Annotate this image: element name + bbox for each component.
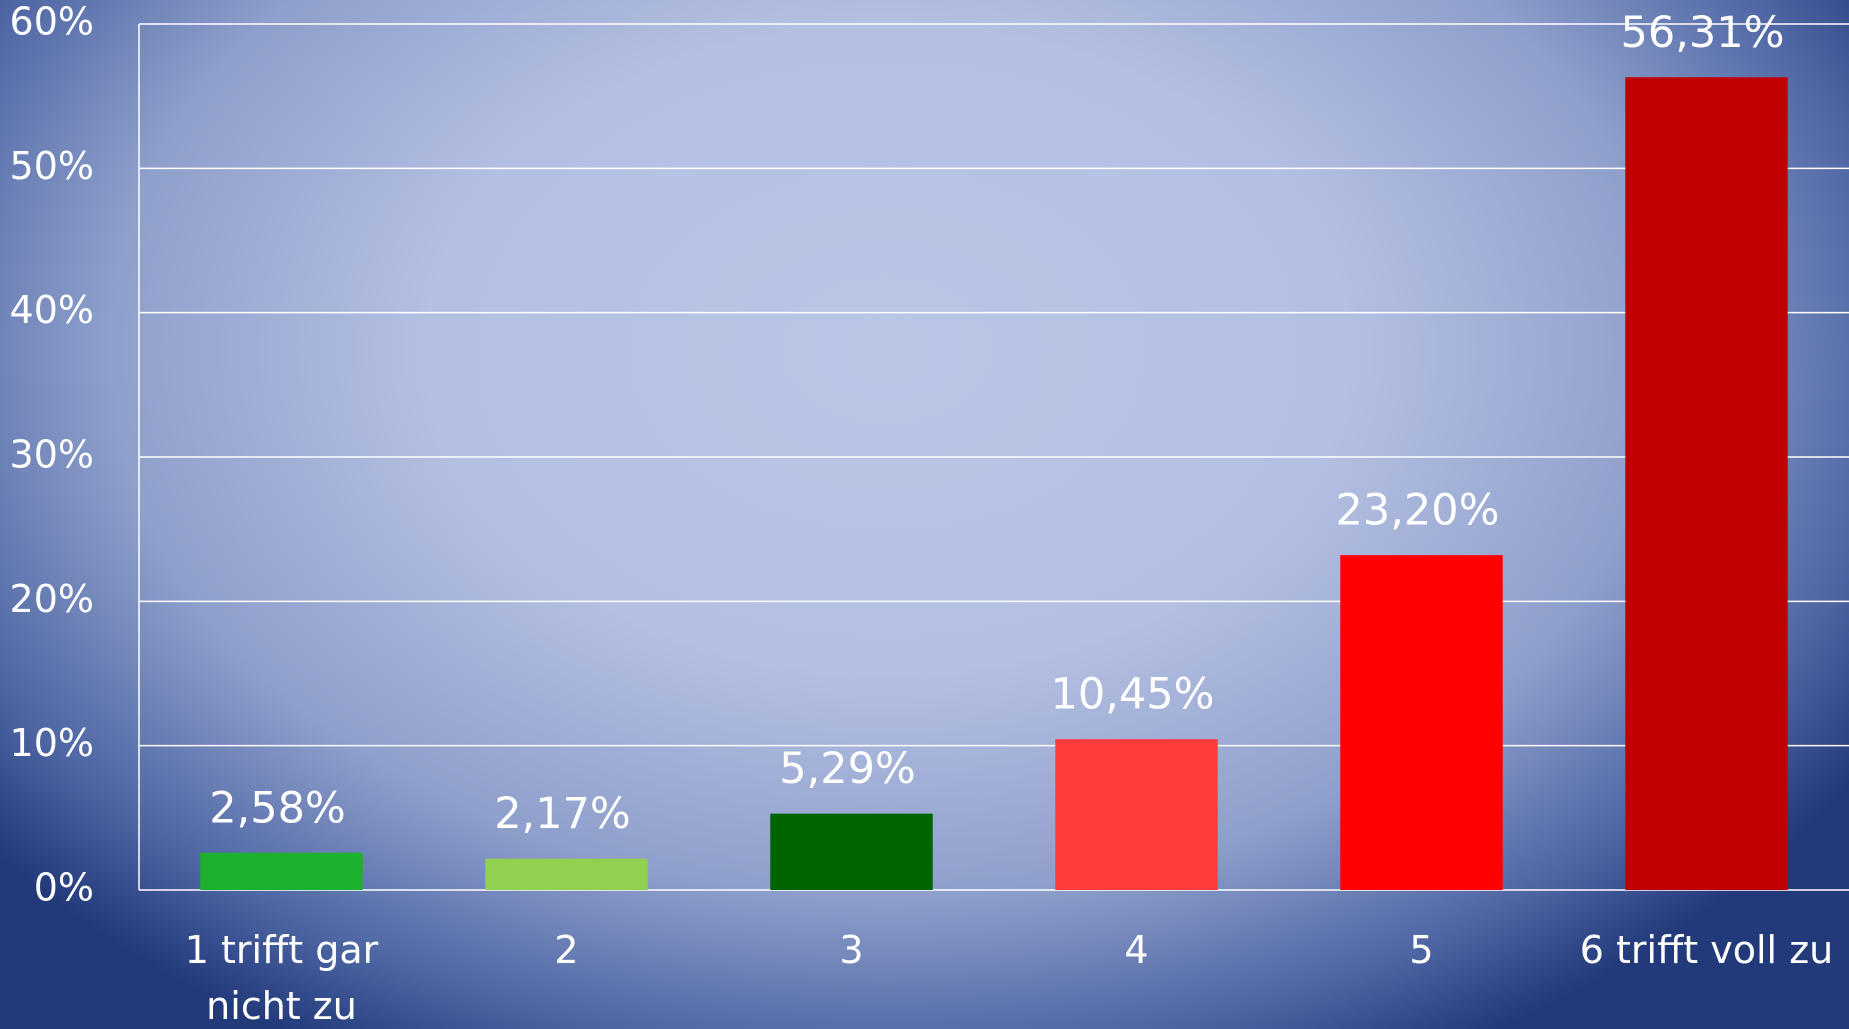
- x-tick-label: 4: [1124, 928, 1149, 972]
- data-label: 2,58%: [209, 783, 346, 833]
- y-tick-label: 20%: [10, 577, 94, 621]
- data-label: 23,20%: [1336, 486, 1500, 536]
- data-label: 5,29%: [779, 744, 916, 794]
- bar: [770, 813, 933, 890]
- x-tick-label: 5: [1409, 928, 1434, 972]
- bar: [1340, 555, 1503, 890]
- bar: [1055, 739, 1218, 890]
- x-tick-label: 2: [554, 928, 579, 972]
- bar: [485, 858, 648, 890]
- data-label: 2,17%: [494, 789, 631, 839]
- bar: [1625, 77, 1788, 890]
- x-tick-label: 3: [839, 928, 864, 972]
- x-tick-label: 6 trifft voll zu: [1579, 928, 1834, 972]
- bar: [200, 852, 363, 890]
- y-tick-label: 50%: [10, 144, 94, 188]
- y-tick-label: 60%: [10, 0, 94, 44]
- y-tick-label: 0%: [34, 866, 94, 910]
- x-tick-label: 1 trifft gar nicht zu: [184, 928, 379, 1028]
- y-tick-label: 40%: [10, 288, 94, 332]
- data-label: 56,31%: [1621, 8, 1785, 58]
- y-tick-label: 10%: [10, 721, 94, 765]
- data-label: 10,45%: [1051, 670, 1215, 720]
- y-tick-label: 30%: [10, 433, 94, 477]
